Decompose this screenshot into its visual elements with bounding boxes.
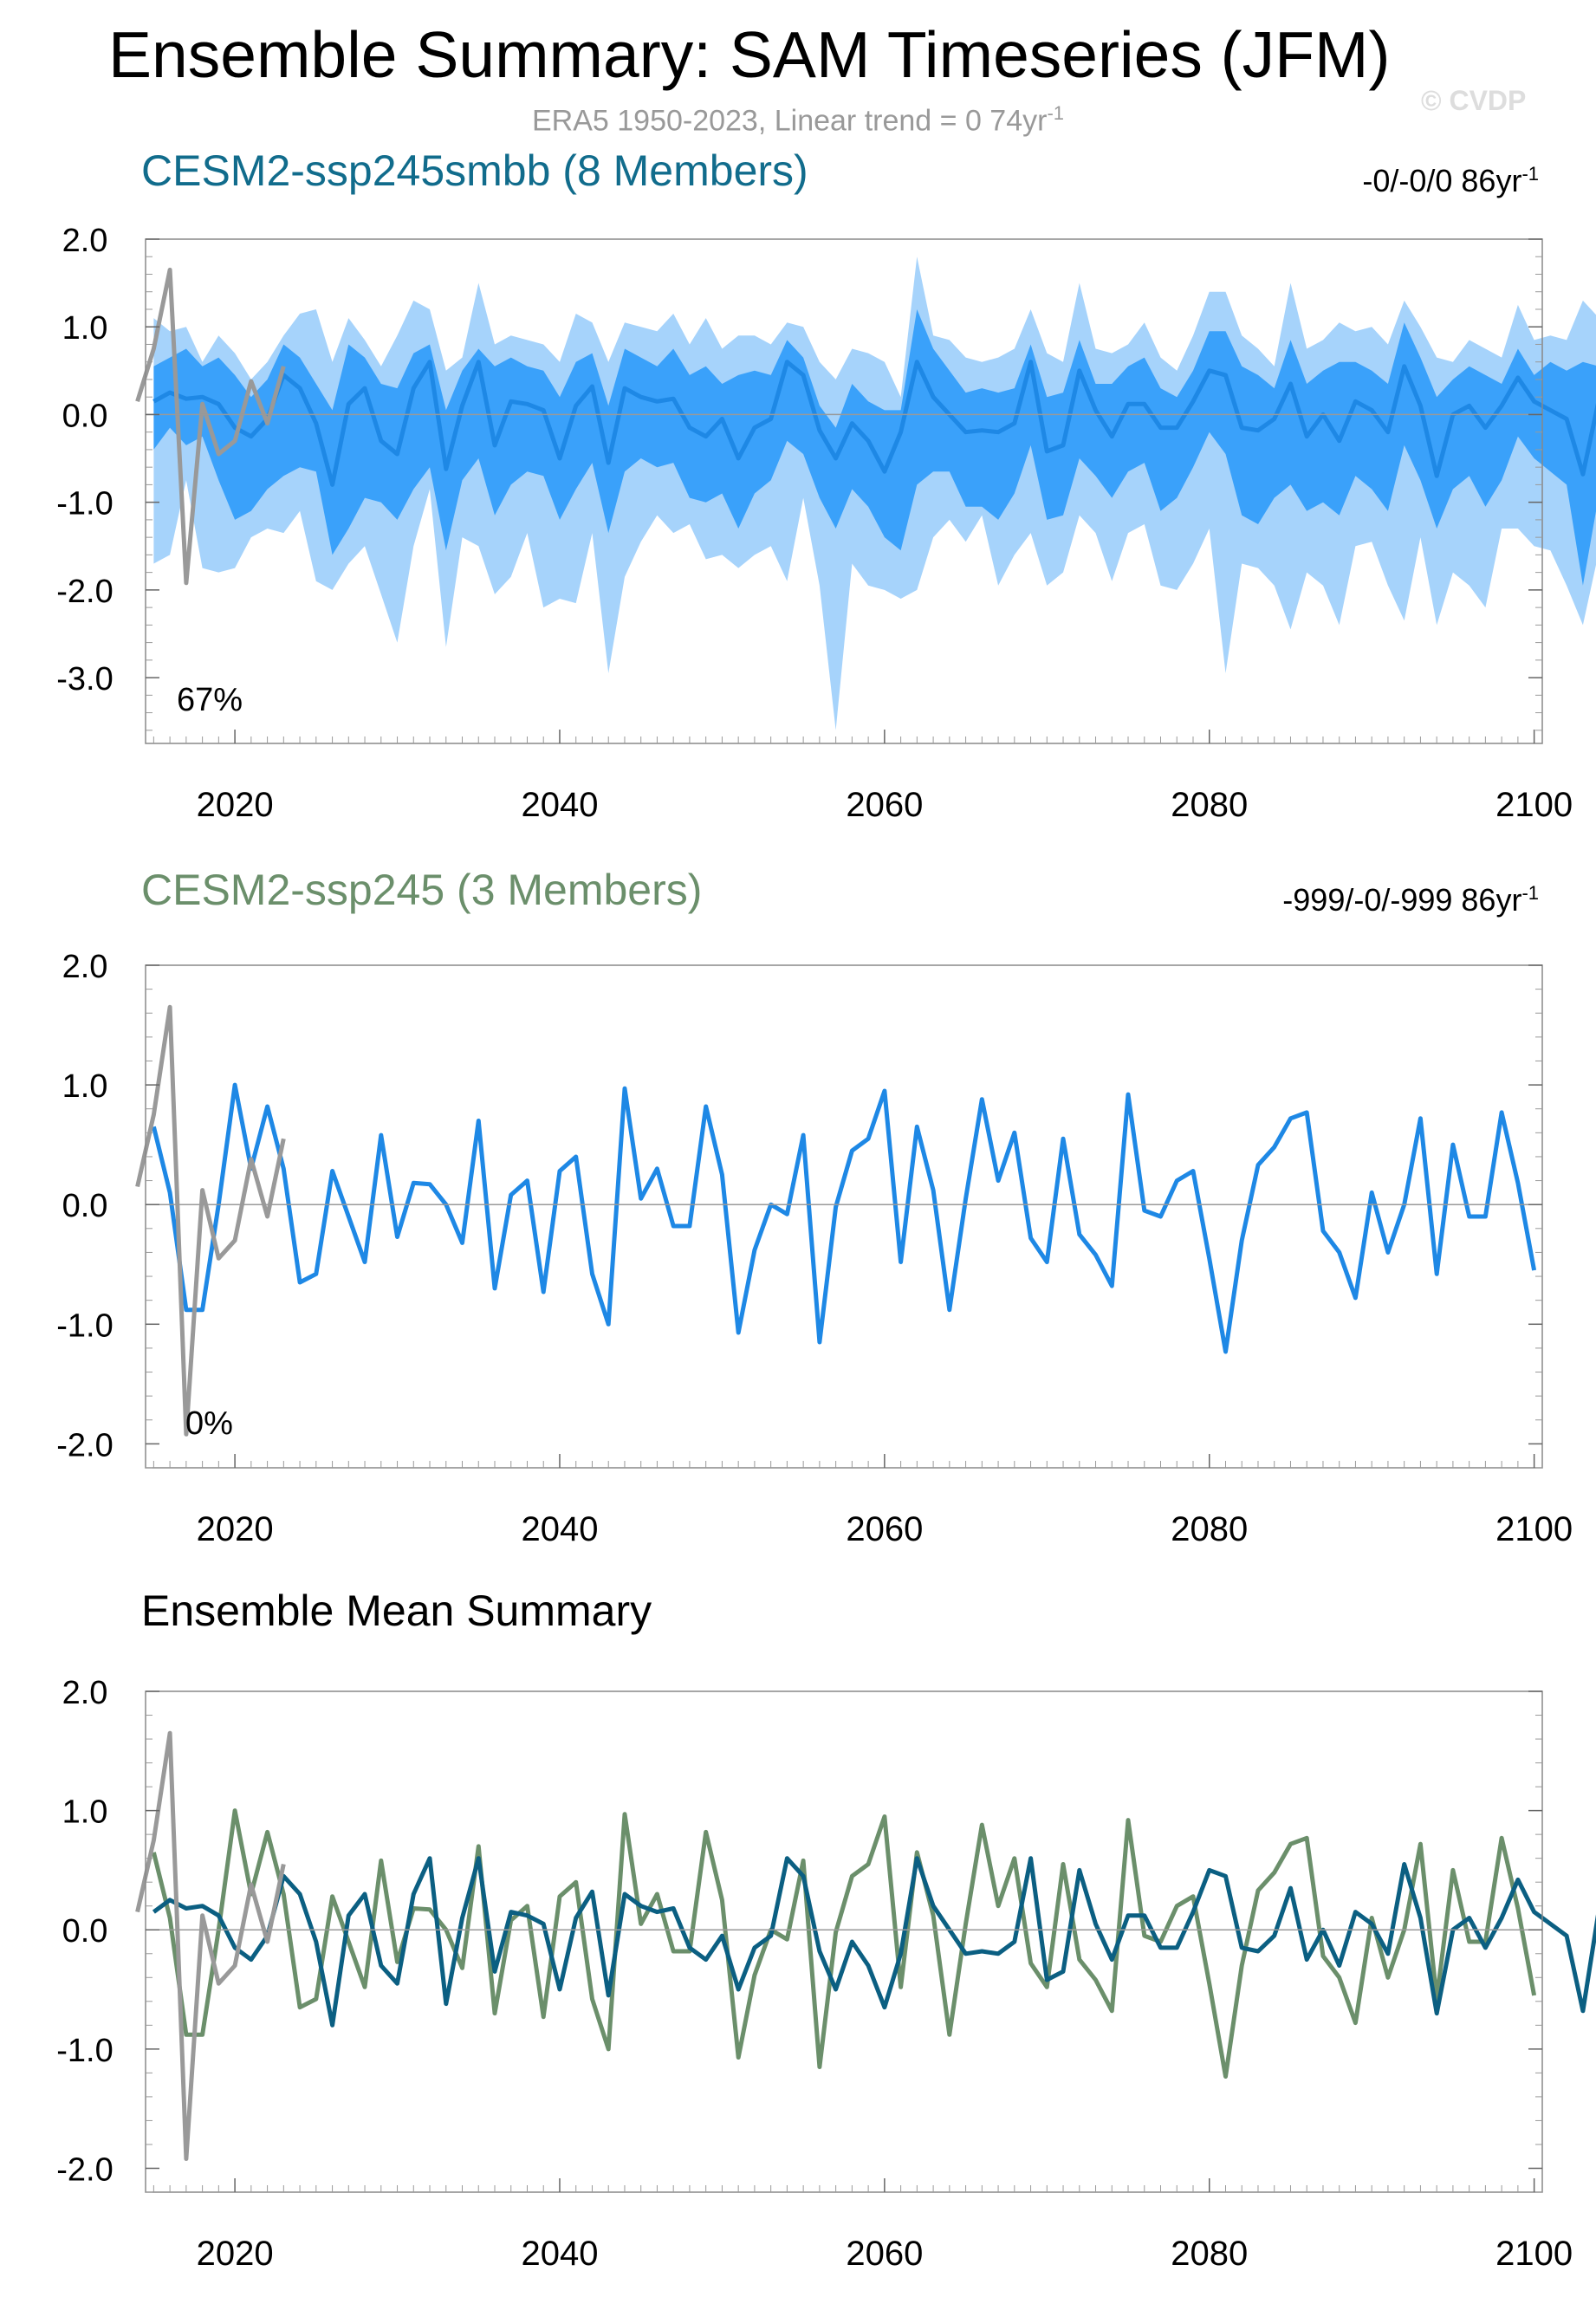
panel2-title: CESM2-ssp245 (3 Members) [141, 866, 703, 914]
panel3-xtick-label: 2080 [1171, 2235, 1248, 2273]
panel1-trend-text: -0/-0/0 86yr [1362, 163, 1522, 198]
panel1-plot: 67% [135, 256, 1596, 730]
panel1-xtick-label: 2040 [521, 786, 598, 824]
panel2-trend-sup: -1 [1521, 882, 1539, 904]
panel3-axes: 2.0 1.0 0.0 -1.0 -2.0 2020 2040 2060 2080 2100 [56, 1675, 1573, 2273]
panel3-title: Ensemble Mean Summary [141, 1587, 652, 1635]
watermark: © CVDP [1421, 85, 1527, 116]
panel2-trend-text: -999/-0/-999 86yr [1282, 882, 1522, 918]
panel2-obs-line [135, 1004, 286, 1437]
subtitle-sup: -1 [1047, 102, 1064, 124]
panel2-frame [145, 964, 1543, 1469]
panel1-xtick-label: 2060 [846, 786, 923, 824]
panel2-ytick-label: -2.0 [56, 1427, 113, 1463]
panel1-axes: 2.0 1.0 0.0 -1.0 -2.0 -3.0 2020 2040 2060 2080 210… [56, 223, 1573, 824]
panel1-ytick-label: 0.0 [62, 398, 108, 434]
main-title: Ensemble Summary: SAM Timeseries (JFM) [108, 18, 1391, 91]
panel1-title: CESM2-ssp245smbb (8 Members) [141, 146, 808, 195]
panel3-xtick-label: 2060 [846, 2235, 923, 2273]
panel3-frame [145, 1690, 1543, 2193]
panel1-trend: -0/-0/0 86yr-1 [1362, 163, 1539, 199]
panel2-ytick-label: -1.0 [56, 1307, 113, 1344]
panel1-band-inner [153, 309, 1596, 586]
panel2-mean-line [151, 1082, 1537, 1354]
panel1-ytick-label: -2.0 [56, 574, 113, 610]
panel2-xtick-label: 2040 [521, 1510, 598, 1548]
panel1-ytick-label: -1.0 [56, 486, 113, 522]
panel1-xtick-label: 2080 [1171, 786, 1248, 824]
panel2-xtick-label: 2060 [846, 1510, 923, 1548]
panel1-xtick-label: 2100 [1495, 786, 1573, 824]
panel1-ytick-label: 1.0 [62, 310, 108, 347]
panel1-ytick-label: -3.0 [56, 661, 113, 698]
panel3-ytick-label: 1.0 [62, 1794, 108, 1831]
panel2-xtick-label: 2100 [1495, 1510, 1573, 1548]
panel1-mean-line [152, 360, 1596, 487]
panel1-pct-label: 67% [177, 682, 243, 718]
panel2-plot: 0% [135, 1004, 1537, 1442]
panel3-xtick-label: 2040 [521, 2235, 598, 2273]
panel3-plot [135, 1730, 1596, 2161]
panel3-xtick-label: 2020 [197, 2235, 274, 2273]
panel3-ytick-label: 0.0 [62, 1913, 108, 1950]
panel1-obs-line [135, 267, 286, 586]
subtitle: ERA5 1950-2023, Linear trend = 0 74yr-1 [0, 102, 1596, 138]
panel2-ytick-label: 0.0 [62, 1188, 108, 1224]
panel2-ytick-label: 1.0 [62, 1068, 108, 1105]
panel3-obs-line [135, 1730, 286, 2161]
panel3-xtick-label: 2100 [1495, 2235, 1573, 2273]
panel3-ssp245-line [151, 1808, 1537, 2079]
panel3-ytick-label: 2.0 [62, 1675, 108, 1711]
panel1-frame [145, 238, 1543, 744]
panel3-smbb-line [152, 1856, 1596, 2028]
panel2-ytick-label: 2.0 [62, 949, 108, 985]
panel3-ytick-label: -2.0 [56, 2151, 113, 2188]
panel3-ytick-label: -1.0 [56, 2033, 113, 2069]
panel2-xtick-label: 2080 [1171, 1510, 1248, 1548]
panel2-xtick-label: 2020 [197, 1510, 274, 1548]
subtitle-text: ERA5 1950-2023, Linear trend = 0 74yr [531, 104, 1048, 138]
panel1-xtick-label: 2020 [197, 786, 274, 824]
panel2-pct-label: 0% [185, 1405, 233, 1442]
panel1-ytick-label: 2.0 [62, 223, 108, 259]
panel2-trend: -999/-0/-999 86yr-1 [1282, 882, 1539, 918]
panel2-axes: 2.0 1.0 0.0 -1.0 -2.0 2020 2040 2060 2080 2100 [56, 949, 1573, 1548]
panel1-trend-sup: -1 [1521, 163, 1539, 185]
